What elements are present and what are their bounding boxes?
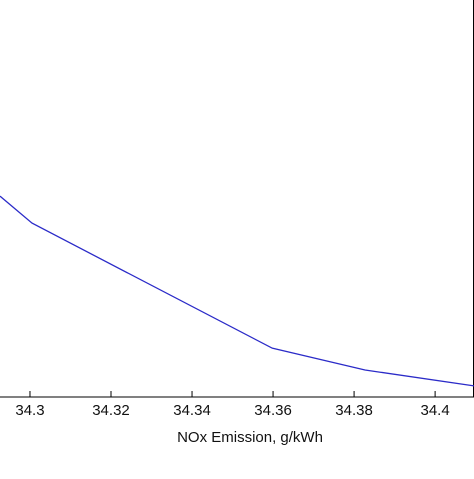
- x-axis-label: NOx Emission, g/kWh: [177, 429, 323, 446]
- x-tick-label: 34.32: [92, 402, 130, 419]
- x-tick-label: 34.36: [254, 402, 292, 419]
- data-line: [0, 195, 474, 387]
- x-tick-label: 34.4: [421, 402, 450, 419]
- x-tick-label: 34.34: [173, 402, 211, 419]
- x-tick-label: 34.38: [335, 402, 373, 419]
- x-tick-label: 34.3: [15, 402, 44, 419]
